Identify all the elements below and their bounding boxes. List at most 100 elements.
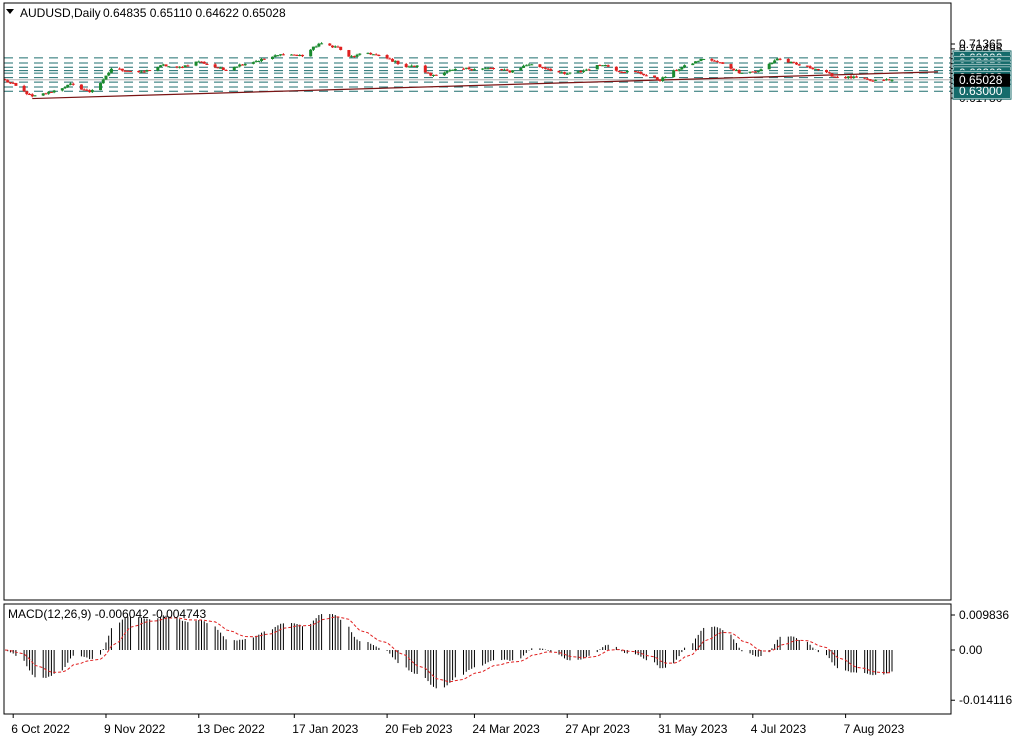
- candle-body: [462, 68, 466, 70]
- candle: [295, 54, 299, 57]
- candle: [663, 76, 667, 79]
- candle-body: [82, 89, 86, 91]
- candle-body: [202, 61, 206, 64]
- candle-body: [142, 71, 146, 73]
- candle: [336, 45, 340, 48]
- candle-body: [377, 54, 381, 56]
- candle: [863, 77, 867, 80]
- candle: [156, 66, 160, 72]
- candle-body: [576, 71, 580, 73]
- candle-body: [451, 69, 455, 71]
- candle: [429, 72, 433, 77]
- candle-body: [713, 60, 717, 62]
- candle: [224, 69, 228, 71]
- candle-body: [213, 64, 217, 68]
- candle-body: [754, 71, 758, 73]
- y-tick-label: 0.71365: [959, 37, 1003, 51]
- candle-body: [90, 90, 94, 93]
- candle-body: [633, 71, 637, 73]
- candle-body: [644, 75, 648, 77]
- candle-body: [835, 76, 839, 78]
- candle: [464, 67, 468, 70]
- macd-histogram: [7, 614, 893, 689]
- candle-body: [317, 43, 321, 47]
- candle-body: [404, 64, 408, 67]
- candle: [527, 63, 531, 67]
- candle-body: [882, 79, 886, 81]
- candle: [633, 70, 637, 73]
- x-tick-label: 24 Mar 2023: [472, 722, 540, 736]
- candle-body: [52, 90, 56, 93]
- candle: [28, 93, 32, 96]
- candle-body: [871, 80, 875, 82]
- candle-body: [672, 70, 676, 78]
- candle: [331, 45, 335, 48]
- trendline[interactable]: [32, 71, 939, 100]
- candle: [827, 71, 831, 74]
- candle: [696, 60, 700, 63]
- candle: [180, 66, 184, 69]
- candle: [846, 76, 850, 80]
- candle: [754, 71, 758, 73]
- candle: [467, 66, 471, 70]
- candle: [483, 67, 487, 70]
- candle-body: [522, 65, 526, 68]
- candle: [175, 66, 179, 69]
- candle-body: [235, 66, 239, 68]
- candle-body: [355, 54, 359, 57]
- candle-body: [197, 61, 201, 63]
- candle: [644, 74, 648, 77]
- candle-body: [11, 82, 15, 84]
- candle-body: [145, 70, 149, 72]
- x-tick-label: 27 Apr 2023: [565, 722, 630, 736]
- candle: [740, 72, 744, 74]
- candle: [734, 69, 738, 72]
- candle: [486, 67, 490, 70]
- candle-body: [792, 61, 796, 63]
- candle-body: [833, 76, 837, 78]
- candle-body: [756, 70, 760, 72]
- candle: [620, 71, 624, 73]
- price-panel-frame: [3, 2, 952, 601]
- candle-body: [347, 50, 351, 57]
- candle-body: [336, 46, 340, 48]
- candle-body: [3, 79, 7, 81]
- candle-body: [295, 54, 299, 56]
- x-tick-label: 6 Oct 2022: [11, 722, 70, 736]
- candle-body: [489, 68, 493, 70]
- candle-body: [14, 83, 18, 86]
- candle: [759, 68, 763, 72]
- candle-body: [85, 89, 89, 91]
- candle: [254, 59, 258, 63]
- candle-body: [467, 67, 471, 70]
- candle: [52, 89, 56, 94]
- candle: [137, 70, 141, 73]
- candle-body: [560, 72, 564, 74]
- candle-body: [178, 66, 182, 68]
- candle: [653, 75, 657, 79]
- candle-body: [369, 52, 373, 55]
- candle-body: [391, 59, 395, 62]
- candle: [522, 64, 526, 68]
- candle: [434, 74, 438, 76]
- candle: [778, 57, 782, 61]
- candle-body: [530, 64, 534, 66]
- candle-body: [25, 91, 29, 95]
- candle-body: [366, 52, 370, 54]
- candle: [6, 79, 10, 83]
- candle-body: [863, 77, 867, 79]
- candle: [885, 78, 889, 81]
- candle: [606, 64, 610, 68]
- candle-body: [620, 71, 624, 73]
- dropdown-triangle-icon[interactable]: [6, 9, 14, 14]
- candle: [404, 62, 408, 68]
- candle-body: [331, 45, 335, 48]
- candle-body: [852, 76, 856, 78]
- candle-body: [868, 79, 872, 81]
- candle-body: [161, 64, 165, 66]
- candle: [320, 42, 324, 45]
- candle: [270, 56, 274, 60]
- candle: [677, 68, 681, 72]
